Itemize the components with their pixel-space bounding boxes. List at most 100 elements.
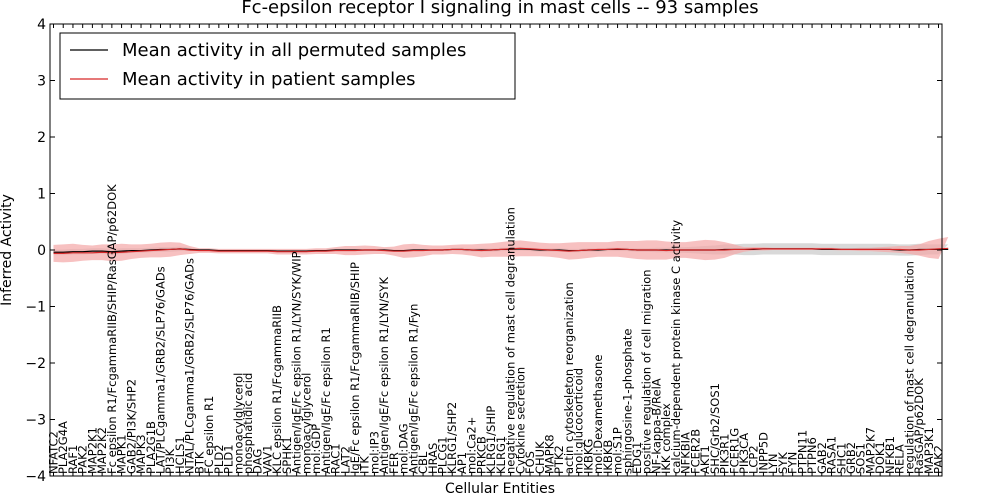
x-tick-label: CHUK xyxy=(533,441,547,474)
x-tick-label: Antigen/IgE/Fc epsilon R1/LYN/SYK xyxy=(377,277,391,474)
x-tick-label: FOS xyxy=(523,451,537,474)
x-tick-label: PLA2G1B xyxy=(144,421,158,474)
y-tick-label: −1 xyxy=(25,300,46,316)
x-tick-label: NFATC2 xyxy=(47,431,61,474)
x-tick-label: PLD2 xyxy=(212,444,226,474)
plot-area: 43210−1−2−3−4NFATC2PLA2G4ARAF1PAK2MAP2K1… xyxy=(25,17,949,485)
x-tick-label: Antigen/IgE/Fc epsilon R1 xyxy=(319,327,333,474)
x-tick-label: VAV1 xyxy=(260,445,274,474)
x-tick-label: LYN xyxy=(766,453,780,474)
x-tick-label: RAC1 xyxy=(329,443,343,474)
x-tick-label: monoacylglycerol xyxy=(299,373,313,474)
x-tick-label: actin cytoskeleton reorganization xyxy=(562,282,576,474)
x-tick-label: HRAS xyxy=(426,443,440,474)
series-line-patient xyxy=(53,247,949,254)
x-tick-label: AKT1 xyxy=(698,445,712,474)
y-tick-label: −2 xyxy=(25,356,46,372)
x-tick-label: NF-kappa-B/RelA xyxy=(649,378,663,474)
x-tick-label: PTPN6 xyxy=(805,437,819,474)
x-tick-label: LCP2 xyxy=(747,445,761,474)
x-tick-label: monoacylglycerol xyxy=(231,373,245,474)
x-tick-label: KLRG1/SHIP xyxy=(484,406,498,474)
x-tick-label: PAK2 xyxy=(932,445,946,474)
x-tick-label: negative regulation of mast cell degranu… xyxy=(504,207,518,474)
legend-label-permuted: Mean activity in all permuted samples xyxy=(122,40,466,61)
legend-label-patient: Mean activity in patient samples xyxy=(122,69,416,90)
x-tick-label: MAP2K1 xyxy=(85,427,99,474)
chart-title: Fc-epsilon receptor I signaling in mast … xyxy=(241,0,758,18)
x-tick-label: IgE/Fc epsilon R1/FcgammaRIIB/SHIP xyxy=(348,262,362,474)
x-tick-label: mol:IP3 xyxy=(367,431,381,474)
x-tick-label: GAB2 xyxy=(815,442,829,474)
x-tick-label: MAPK8 xyxy=(542,434,556,474)
x-tick-label: PIK3R1 xyxy=(718,434,732,475)
y-tick-label: 4 xyxy=(37,17,46,33)
x-tick-label: KLRG1/SHP2 xyxy=(445,402,459,474)
x-tick-label: INPP5D xyxy=(756,432,770,474)
x-tick-label: mol:glucocorticoid xyxy=(572,368,586,474)
x-tick-label: Antigen/IgE/Fc epsilon R1/LYN/SYK/WIP xyxy=(290,251,304,474)
x-tick-label: PLA2G4A xyxy=(56,421,70,474)
x-tick-label: PTPN11 xyxy=(795,430,809,474)
x-tick-label: regulation of mast cell degranulation xyxy=(902,261,916,474)
legend: Mean activity in all permuted samples Me… xyxy=(59,32,516,100)
x-tick-label: PTK2 xyxy=(552,445,566,474)
x-tick-label: mol:Ca2+ xyxy=(465,417,479,474)
x-tick-label: ITK xyxy=(358,456,372,474)
x-tick-label: HCLS1 xyxy=(173,436,187,474)
x-tick-label: MAP3K1 xyxy=(922,427,936,474)
y-tick-label: −3 xyxy=(25,413,46,429)
x-tick-label: PAK2 xyxy=(76,445,90,474)
x-tick-label: LAT/PLCgamma1/GRB2/SLP76/GADs xyxy=(153,266,167,474)
x-tick-label: IKBKG xyxy=(581,439,595,474)
x-tick-label: DAG xyxy=(251,449,265,474)
x-tick-label: RASA1 xyxy=(825,436,839,474)
y-axis-label: Inferred Activity xyxy=(0,194,15,306)
x-tick-label: BTK xyxy=(192,451,206,474)
x-tick-label: SPHK1 xyxy=(280,436,294,474)
x-tick-label: mol:DAG xyxy=(397,423,411,474)
x-tick-label: PLCG1 xyxy=(436,436,450,474)
x-tick-label: AP1 xyxy=(455,452,469,474)
x-tick-label: NTAL/PLCgamma1/GRB2/SLP76/GADs xyxy=(183,258,197,474)
x-tick-label: mol:Dexamethasone xyxy=(591,355,605,474)
x-tick-label: mol:GDP xyxy=(309,424,323,474)
x-tick-label: calcium-dependent protein kinase C activ… xyxy=(669,220,683,474)
x-tick-label: EDG1 xyxy=(630,442,644,474)
y-tick-label: −4 xyxy=(25,469,46,485)
x-tick-label: NFKBIA xyxy=(679,432,693,474)
y-tick-label: 0 xyxy=(37,243,46,259)
x-tick-label: KLRG1 xyxy=(494,436,508,474)
x-tick-label: RasGAP/p62DOK xyxy=(912,378,926,474)
x-tick-label: PI3K xyxy=(163,448,177,474)
x-axis-label: Cellular Entities xyxy=(445,481,555,497)
x-tick-label: positive regulation of cell migration xyxy=(640,269,654,474)
x-tick-label: sphingosine-1-phosphate xyxy=(620,329,634,474)
x-tick-label: SYK xyxy=(776,452,790,474)
x-tick-label: Cytokine secretion xyxy=(513,367,527,474)
x-tick-label: RAF1 xyxy=(66,445,80,474)
x-tick-label: CBL xyxy=(416,451,430,474)
x-tick-label: PRKCB xyxy=(474,436,488,474)
x-tick-label: IKK complex xyxy=(659,403,673,474)
x-tick-label: PIK3CA xyxy=(737,433,751,474)
x-tick-label: GRB2 xyxy=(844,442,858,474)
x-tick-label: RELA xyxy=(893,444,907,474)
x-tick-label: mol:S1P xyxy=(611,427,625,474)
x-tick-label: KLC epsilon R1/FcgammaRIIB xyxy=(270,305,284,474)
x-tick-label: MAP2K2 xyxy=(95,427,109,474)
y-tick-label: 2 xyxy=(37,130,46,146)
x-tick-label: FYN xyxy=(786,452,800,474)
y-tick-label: 1 xyxy=(37,187,46,203)
x-tick-label: Fc epsilon R1/FcgammaRIIB/SHIP/RasGAP/p6… xyxy=(105,184,119,474)
x-tick-label: DOK1 xyxy=(873,441,887,474)
x-tick-label: FCER2B xyxy=(688,429,702,474)
legend-box xyxy=(59,32,516,100)
x-tick-label: SHC/Grb2/SOS1 xyxy=(708,383,722,474)
x-tick-label: MAPK1 xyxy=(115,434,129,474)
x-tick-label: PLD1 xyxy=(222,444,236,474)
x-tick-label: GAB2/PI3K/SHP2 xyxy=(124,379,138,474)
x-tick-label: IKBKB xyxy=(601,440,615,474)
